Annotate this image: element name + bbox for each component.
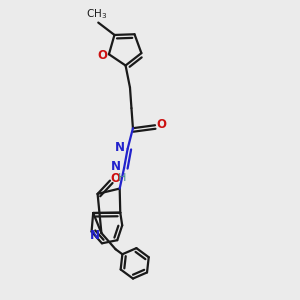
Text: O: O: [156, 118, 166, 131]
Text: H: H: [118, 173, 126, 183]
Text: CH$_3$: CH$_3$: [86, 7, 107, 21]
Text: N: N: [114, 141, 124, 154]
Text: O: O: [98, 49, 107, 62]
Text: N: N: [111, 160, 121, 173]
Text: N: N: [90, 229, 100, 242]
Text: O: O: [110, 172, 120, 185]
